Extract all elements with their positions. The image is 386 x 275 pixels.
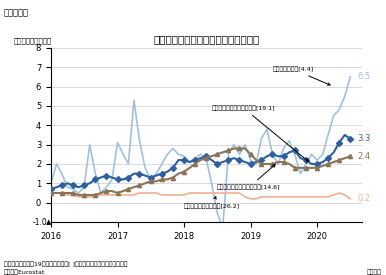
Y-axis label: （前年同月比、％）: （前年同月比、％） [14,38,52,44]
Text: （注）ユーロ圏は19か国のデータ、[ ]内は総合指数に対するウェイト: （注）ユーロ圏は19か国のデータ、[ ]内は総合指数に対するウェイト [4,261,127,267]
Text: 3.3: 3.3 [357,134,371,143]
Text: 飲食料（アルコール含む）[19.1]: 飲食料（アルコール含む）[19.1] [212,105,308,161]
Text: 6.5: 6.5 [357,72,371,81]
Text: ▲: ▲ [46,219,51,225]
Title: ユーロ圏の飲食料価格の上昇率と内訳: ユーロ圏の飲食料価格の上昇率と内訳 [153,34,259,44]
Text: （月次）: （月次） [367,270,382,275]
Text: （図表３）: （図表３） [4,8,29,17]
Text: 0.2: 0.2 [357,194,370,203]
Text: うち未加工食品[4.4]: うち未加工食品[4.4] [273,67,330,85]
Text: 財（エネルギー除く）[26.2]: 財（エネルギー除く）[26.2] [184,197,240,210]
Text: （資料）Eurostat: （資料）Eurostat [4,270,45,275]
Text: うち加工食品・アルコール[14.6]: うち加工食品・アルコール[14.6] [217,164,281,190]
Text: 2.4: 2.4 [357,152,370,161]
Text: -1.0: -1.0 [33,218,48,227]
